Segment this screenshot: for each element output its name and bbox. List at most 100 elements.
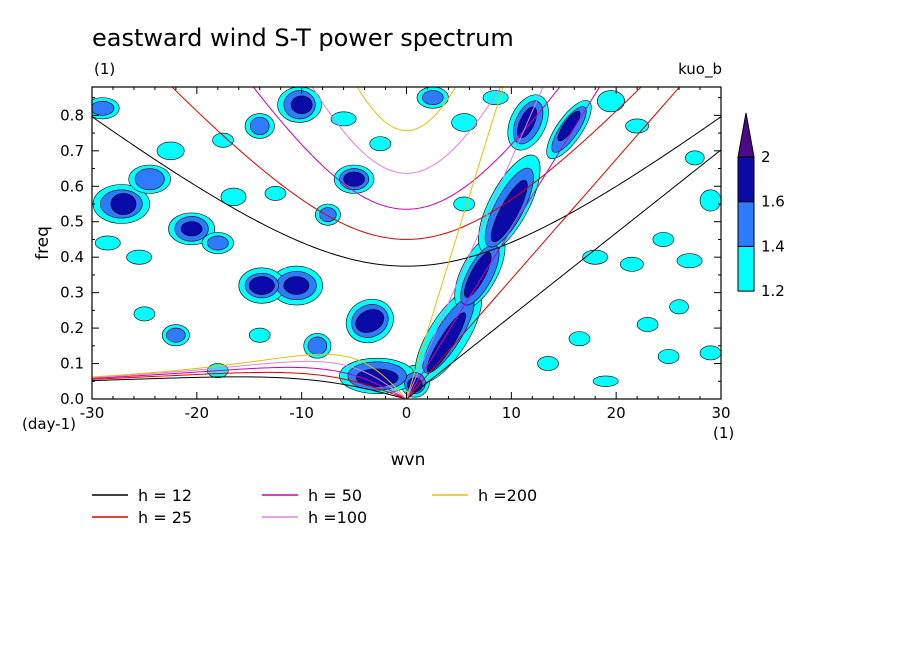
power-region-75 — [652, 232, 675, 247]
power-region-7 — [355, 309, 385, 333]
power-region-10 — [290, 95, 313, 114]
power-region-3 — [490, 179, 528, 243]
power-region-71 — [596, 90, 625, 113]
chart-subtitle-right: kuo_b — [678, 60, 722, 79]
rossby-curve-25 — [92, 371, 407, 399]
x-tick-label: 30 — [711, 404, 730, 422]
power-region-72 — [625, 118, 649, 134]
y-unit-label: (day-1) — [22, 415, 76, 433]
legend-label-h200: h =200 — [478, 486, 537, 505]
power-region-22 — [307, 336, 328, 355]
power-region-28 — [134, 168, 165, 191]
rossby-curve-12 — [92, 376, 407, 399]
gravity-curve-12 — [92, 116, 721, 267]
x-axis-label: wvn — [391, 450, 426, 470]
power-region-13 — [180, 221, 203, 237]
gravity-curve-25 — [171, 87, 642, 240]
kelvin-curve-25 — [406, 87, 681, 399]
y-tick-label: 0.4 — [60, 248, 84, 266]
colorbar-label: 1.4 — [761, 237, 785, 255]
chart-title: eastward wind S-T power spectrum — [92, 24, 514, 52]
x-tick-label: -20 — [185, 404, 210, 422]
power-region-31 — [207, 235, 229, 251]
power-region-83 — [537, 356, 559, 371]
x-tick-label: 0 — [402, 404, 412, 422]
colorbar-label: 1.2 — [761, 282, 785, 300]
power-region-76 — [676, 253, 703, 269]
power-spectrum-regions — [92, 87, 721, 398]
power-region-70 — [482, 90, 509, 106]
legend-label-h12: h = 12 — [138, 486, 192, 505]
legend-label-h50: h = 50 — [308, 486, 362, 505]
power-region-73 — [582, 249, 609, 265]
power-region-68 — [248, 327, 271, 343]
power-region-12 — [110, 193, 137, 215]
power-region-60 — [126, 249, 153, 265]
kelvin-curve-12 — [406, 149, 721, 399]
rossby-curve-100 — [92, 360, 407, 399]
legend-label-h100: h =100 — [308, 508, 367, 527]
rossby-curve-50 — [92, 366, 407, 399]
power-region-81 — [592, 375, 619, 387]
y-tick-label: 0.3 — [60, 284, 84, 302]
y-tick-label: 0.6 — [60, 177, 84, 195]
y-tick-label: 0.5 — [60, 213, 84, 231]
y-tick-label: 0.0 — [60, 390, 84, 408]
plot-area — [92, 87, 721, 399]
x-tick-label: 20 — [607, 404, 626, 422]
rossby-curve-200 — [92, 353, 407, 399]
kelvin-curve-50 — [406, 87, 601, 399]
power-region-35 — [421, 90, 444, 106]
power-region-69 — [451, 113, 478, 132]
power-region-82 — [699, 345, 721, 361]
power-region-2 — [464, 252, 492, 298]
power-region-8 — [283, 276, 310, 295]
y-tick-label: 0.7 — [60, 142, 84, 160]
power-region-59 — [156, 141, 185, 160]
y-tick-label: 0.1 — [60, 355, 84, 373]
gravity-curve-100 — [311, 87, 502, 174]
gravity-curve-50 — [252, 87, 561, 210]
colorbar-triangle — [737, 112, 755, 158]
colorbar-box-1 — [737, 201, 755, 247]
legend: h = 12 h = 25 h = 50 h =100 h =200 — [92, 486, 537, 527]
y-tick-label: 0.8 — [60, 106, 84, 124]
colorbar-label: 2 — [761, 148, 771, 166]
power-region-80 — [657, 349, 680, 364]
colorbar-box-2 — [737, 156, 755, 203]
power-region-78 — [685, 150, 705, 166]
power-region-9 — [248, 276, 275, 295]
power-region-86 — [453, 196, 475, 212]
gravity-curve-200 — [356, 87, 457, 132]
power-region-64 — [330, 111, 357, 127]
power-region-65 — [369, 136, 392, 152]
axes: -30 -20 -10 0 10 20 30 0.0 0.1 0.2 0.3 0.4 0.5 0.6 0.7… — [60, 87, 731, 422]
power-region-58 — [220, 187, 247, 207]
power-region-30 — [249, 116, 270, 136]
legend-label-h25: h = 25 — [138, 508, 192, 527]
power-region-66 — [133, 306, 156, 322]
power-region-77 — [699, 189, 721, 212]
x-unit-label: (1) — [713, 424, 734, 442]
power-region-85 — [669, 299, 689, 315]
kelvin-curve-100 — [406, 87, 544, 399]
kelvin-curve-200 — [406, 87, 504, 399]
power-region-11 — [343, 171, 365, 187]
colorbar: 1.2 1.4 1.6 2 — [737, 112, 785, 300]
y-axis-label: freq — [33, 226, 53, 260]
power-region-61 — [94, 235, 121, 251]
power-region-34 — [166, 327, 186, 343]
power-region-62 — [264, 185, 287, 201]
power-region-63 — [212, 132, 234, 148]
x-tick-label: -30 — [80, 404, 105, 422]
chart-subtitle-left: (1) — [94, 60, 115, 78]
power-region-84 — [568, 331, 591, 347]
colorbar-box-0 — [737, 245, 755, 292]
power-region-32 — [92, 100, 115, 116]
dispersion-curves — [92, 87, 721, 399]
x-tick-label: 10 — [502, 404, 521, 422]
power-region-74 — [620, 256, 644, 272]
colorbar-label: 1.6 — [761, 193, 785, 211]
y-tick-label: 0.2 — [60, 319, 84, 337]
